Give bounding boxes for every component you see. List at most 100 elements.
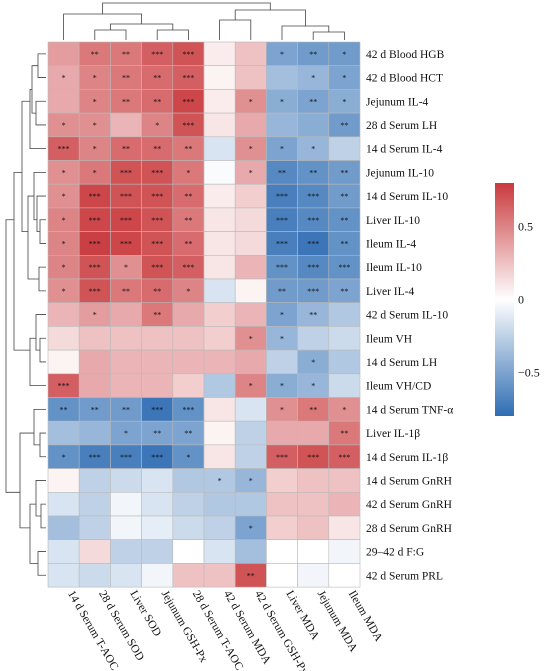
significance-marker: *: [186, 453, 190, 462]
significance-marker: **: [309, 50, 317, 59]
column-dendrogram: [63, 2, 345, 40]
significance-marker: **: [340, 168, 348, 177]
significance-marker: ***: [58, 382, 70, 391]
row-label: 14 d Serum IL-4: [366, 144, 443, 156]
row-label: Jejunum IL-4: [366, 96, 429, 108]
significance-marker: **: [184, 192, 192, 201]
significance-marker: ***: [307, 453, 319, 462]
heatmap-cell: [172, 515, 205, 541]
row-label: 14 d Serum LH: [366, 357, 437, 369]
significance-marker: ***: [151, 50, 163, 59]
dendrogram-branch: [37, 53, 46, 78]
color-scale-legend: 0.5 0 −0.5: [495, 183, 540, 416]
heatmap-cell: [78, 468, 111, 493]
dendrogram-branch: [39, 219, 46, 244]
dendrogram-branch: [156, 29, 189, 40]
significance-marker: **: [153, 145, 161, 154]
significance-marker: **: [153, 97, 161, 106]
heatmap-cell: [234, 255, 267, 280]
significance-marker: **: [122, 145, 130, 154]
significance-marker: **: [278, 168, 286, 177]
heatmap-cell: [172, 302, 205, 327]
significance-marker: ***: [89, 453, 101, 462]
significance-marker: *: [93, 74, 97, 83]
significance-marker: **: [153, 311, 161, 320]
row-label: 42 d Serum IL-10: [366, 310, 448, 322]
heatmap-cell: [266, 65, 298, 90]
heatmap-cell: [110, 112, 142, 138]
significance-marker: ***: [307, 287, 319, 296]
significance-marker: *: [62, 192, 66, 201]
heatmap-cell: [110, 302, 142, 327]
significance-marker: *: [249, 524, 253, 533]
heatmap-cell: [203, 563, 236, 588]
significance-marker: *: [62, 168, 66, 177]
heatmap-cell: [203, 326, 236, 351]
significance-marker: *: [62, 216, 66, 225]
heatmap-cell: [234, 183, 267, 209]
significance-marker: *: [93, 97, 97, 106]
significance-marker: ***: [151, 168, 163, 177]
significance-marker: *: [249, 145, 253, 154]
significance-marker: ***: [151, 216, 163, 225]
heatmap-cell: [328, 302, 361, 327]
row-label: 42 d Serum GnRH: [366, 499, 452, 511]
heatmap-cell: [172, 326, 205, 351]
significance-marker: ***: [89, 239, 101, 248]
heatmap-cell: [203, 255, 236, 280]
heatmap-cell: [234, 231, 267, 256]
heatmap-cell: [203, 112, 236, 138]
heatmap-cell: [47, 515, 80, 541]
row-dendrogram: [5, 53, 46, 576]
significance-marker: ***: [182, 121, 194, 130]
heatmap-cell: [297, 326, 330, 351]
heatmap-cell: [141, 515, 174, 541]
heatmap-cell: [47, 491, 80, 517]
heatmap-cell: [266, 468, 298, 493]
dendrogram-branch: [234, 9, 306, 26]
heatmap-cell: [110, 349, 142, 375]
heatmap-cell: [172, 563, 205, 588]
row-label: Liver IL-10: [366, 215, 420, 227]
dendrogram-branch: [29, 337, 46, 387]
significance-marker: *: [342, 405, 346, 414]
heatmap-cell: [297, 420, 330, 446]
heatmap-cell: [203, 302, 236, 327]
heatmap-cell: [297, 491, 330, 517]
significance-marker: *: [62, 121, 66, 130]
dendrogram-branch: [40, 503, 46, 529]
significance-marker: **: [184, 429, 192, 438]
significance-marker: ***: [276, 263, 288, 272]
significance-marker: *: [124, 263, 128, 272]
heatmap-cell: [297, 515, 330, 541]
significance-marker: **: [184, 239, 192, 248]
heatmap-cell: [234, 302, 267, 327]
significance-marker: **: [309, 168, 317, 177]
significance-marker: ***: [338, 263, 350, 272]
significance-marker: ***: [120, 216, 132, 225]
dendrogram-branch: [281, 25, 330, 40]
row-label: 14 d Serum IL-10: [366, 191, 448, 203]
heatmap-cell: [78, 515, 111, 541]
heatmap-cells: [47, 41, 361, 588]
row-label: Ileum IL-10: [366, 262, 422, 274]
dendrogram-branch: [29, 503, 38, 564]
heatmap-cell: [297, 539, 330, 564]
significance-marker: *: [280, 50, 284, 59]
significance-marker: ***: [307, 263, 319, 272]
heatmap-cell: [78, 326, 111, 351]
heatmap-cell: [47, 563, 80, 588]
dendrogram-branch: [35, 314, 46, 351]
significance-marker: ***: [182, 405, 194, 414]
heatmap-cell: [172, 349, 205, 375]
heatmap-cell: [266, 349, 298, 375]
dendrogram-branch: [39, 337, 46, 363]
significance-marker: ***: [307, 192, 319, 201]
significance-marker: *: [124, 429, 128, 438]
heatmap-cell: [110, 515, 142, 541]
significance-marker: ***: [182, 50, 194, 59]
heatmap-cell: [203, 41, 236, 67]
heatmap-cell: [234, 112, 267, 138]
dendrogram-branch: [219, 19, 252, 40]
significance-marker: ***: [120, 192, 132, 201]
